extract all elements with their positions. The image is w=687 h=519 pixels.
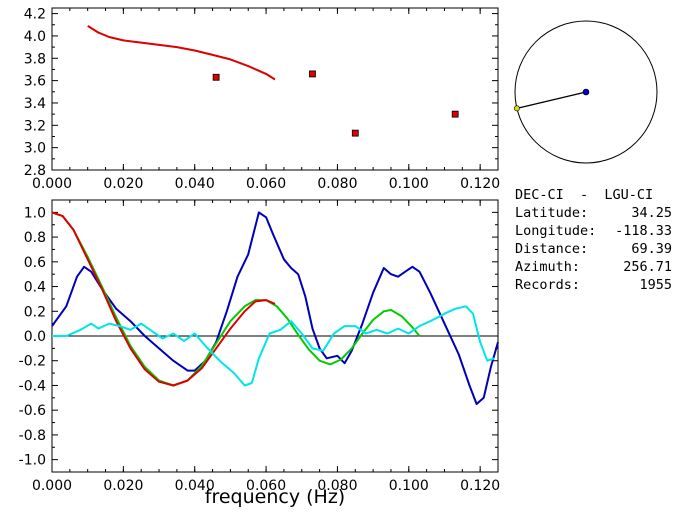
x-tick-label: 0.100 <box>389 478 429 494</box>
x-tick-label: 0.080 <box>317 176 357 192</box>
station-info-panel: DEC-CI - LGU-CI Latitude: 34.25 Longitude… <box>515 186 685 294</box>
x-tick-label: 0.040 <box>175 176 215 192</box>
velocity-marker <box>351 129 359 137</box>
velocity-x-tick-labels: 0.000 0.020 0.040 0.060 0.080 0.100 0.120 <box>32 176 500 192</box>
x-tick-label: 0.080 <box>317 478 357 494</box>
longitude-row: Longitude: -118.33 <box>515 222 685 240</box>
y-tick-label: -0.6 <box>19 403 46 419</box>
y-tick-label: 0.2 <box>24 304 46 320</box>
x-tick-label: 0.020 <box>103 478 143 494</box>
station-pair-title: DEC-CI - LGU-CI <box>515 187 654 203</box>
longitude-value: -118.33 <box>615 223 672 239</box>
y-tick-label: 0.6 <box>24 255 46 271</box>
velocity-tick-marks <box>51 8 499 171</box>
y-tick-label: -0.8 <box>19 428 46 444</box>
records-value: 1955 <box>639 277 672 293</box>
longitude-label: Longitude: <box>515 223 597 239</box>
series-line-0 <box>51 211 499 405</box>
latitude-label: Latitude: <box>515 205 589 221</box>
velocity-marker <box>309 70 316 78</box>
correlation-series <box>51 211 499 405</box>
velocity-y-tick-labels: 2.8 3.0 3.2 3.4 3.6 3.8 4.0 4.2 <box>24 7 46 179</box>
y-tick-label: -0.4 <box>19 378 46 394</box>
y-tick-label: -0.2 <box>19 354 46 370</box>
records-row: Records: 1955 <box>515 276 685 294</box>
series-line-0 <box>87 25 276 81</box>
x-tick-label: 0.120 <box>460 176 500 192</box>
velocity-plot-frame <box>51 7 499 171</box>
velocity-marker <box>451 110 459 118</box>
y-tick-label: 0.8 <box>24 230 46 246</box>
records-label: Records: <box>515 277 581 293</box>
x-tick-label: 0.120 <box>460 478 500 494</box>
velocity-marker <box>212 73 220 81</box>
y-tick-label: 3.8 <box>24 51 46 67</box>
latitude-value: 34.25 <box>631 205 672 221</box>
station-marker <box>582 88 590 96</box>
y-tick-label: 4.0 <box>24 29 46 45</box>
series-line-2 <box>51 211 276 387</box>
y-tick-label: 3.0 <box>24 141 46 157</box>
azimuth-value: 256.71 <box>623 259 672 275</box>
velocity-series <box>87 25 459 137</box>
distance-row: Distance: 69.39 <box>515 240 685 258</box>
x-tick-label: 0.060 <box>246 176 286 192</box>
correlation-y-tick-labels: 1.0 0.8 0.6 0.4 0.2 0.0 -0.2 -0.4 -0.6 -0.8 -1.0 <box>19 205 46 468</box>
y-tick-label: 1.0 <box>24 205 46 221</box>
y-tick-label: 0.4 <box>24 280 46 296</box>
correlation-panel: 0.000 0.020 0.040 0.060 0.080 0.100 0.120 1.0 0… <box>19 199 500 508</box>
x-tick-label: 0.060 <box>246 478 286 494</box>
x-tick-label: 0.000 <box>32 478 72 494</box>
y-tick-label: 0.0 <box>24 329 46 345</box>
x-tick-label: 0.000 <box>32 176 72 192</box>
y-tick-label: 3.2 <box>24 118 46 134</box>
velocity-panel: 0.000 0.020 0.040 0.060 0.080 0.100 0.120 2.8 3… <box>24 7 500 192</box>
azimuth-row: Azimuth: 256.71 <box>515 258 685 276</box>
x-tick-label: 0.100 <box>389 176 429 192</box>
x-tick-label: 0.040 <box>175 478 215 494</box>
latitude-row: Latitude: 34.25 <box>515 204 685 222</box>
distance-value: 69.39 <box>631 241 672 257</box>
x-tick-label: 0.020 <box>103 176 143 192</box>
x-axis-title: frequency (Hz) <box>205 486 345 508</box>
series-line-3 <box>52 305 495 387</box>
y-tick-label: -1.0 <box>19 453 46 469</box>
y-tick-label: 3.6 <box>24 74 46 90</box>
distance-label: Distance: <box>515 241 589 257</box>
y-tick-label: 2.8 <box>24 163 46 179</box>
map-inset <box>514 20 658 164</box>
y-tick-label: 3.4 <box>24 96 46 112</box>
y-tick-label: 4.2 <box>24 7 46 23</box>
azimuth-label: Azimuth: <box>515 259 581 275</box>
correlation-x-tick-labels: 0.000 0.020 0.040 0.060 0.080 0.100 0.120 <box>32 478 500 494</box>
source-marker <box>514 105 520 112</box>
azimuth-path-line <box>516 91 587 109</box>
